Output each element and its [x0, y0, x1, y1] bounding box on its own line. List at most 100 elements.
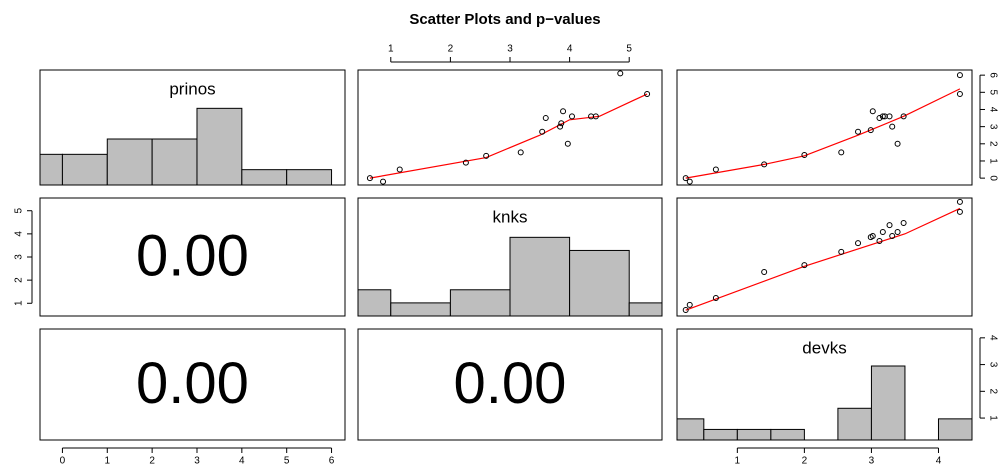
- tick-label: 2: [987, 141, 998, 147]
- panel-frame: [676, 328, 973, 441]
- point: [588, 113, 595, 120]
- tick-label: 3: [987, 124, 998, 130]
- tick-label: 3: [507, 44, 513, 55]
- point: [396, 166, 403, 173]
- point: [686, 178, 693, 185]
- tick-label: 5: [284, 456, 290, 464]
- bar: [449, 289, 511, 317]
- bar: [357, 289, 392, 317]
- point: [483, 152, 490, 159]
- panel-frame: [39, 328, 346, 441]
- p-value: 0.00: [454, 351, 567, 416]
- point: [838, 149, 845, 156]
- panel-frame: [357, 328, 663, 441]
- point: [801, 262, 808, 269]
- bar: [196, 107, 243, 186]
- tick-label: 3: [987, 362, 998, 368]
- point: [557, 123, 564, 130]
- point: [682, 175, 689, 182]
- tick-label: 5: [626, 44, 632, 55]
- tick-label: 1: [388, 44, 394, 55]
- bar: [870, 365, 906, 441]
- panel-label: prinos: [169, 79, 215, 98]
- tick-label: 4: [239, 456, 245, 464]
- tick-label: 1: [735, 456, 741, 464]
- bar: [39, 153, 63, 186]
- panel-frame: [357, 197, 663, 317]
- panel-label: knks: [493, 207, 528, 226]
- bar: [241, 169, 288, 186]
- tick-label: 1: [104, 456, 110, 464]
- bar: [937, 418, 973, 441]
- point: [380, 178, 387, 185]
- point: [712, 166, 719, 173]
- point: [869, 108, 876, 115]
- point: [682, 306, 689, 313]
- point: [568, 113, 575, 120]
- tick-label: 4: [987, 107, 998, 113]
- tick-label: 1: [987, 158, 998, 164]
- p-value: 0.00: [136, 223, 249, 288]
- point: [712, 294, 719, 301]
- bar: [106, 138, 153, 186]
- point: [886, 113, 893, 120]
- tick-label: 3: [14, 254, 25, 260]
- point: [564, 140, 571, 147]
- point: [876, 115, 883, 122]
- point: [462, 159, 469, 166]
- point: [879, 113, 886, 120]
- point: [366, 175, 373, 182]
- point: [876, 238, 883, 245]
- point: [956, 91, 963, 98]
- panel-frame: [39, 69, 346, 186]
- bar: [770, 428, 805, 441]
- chart-title: Scatter Plots and p−values: [409, 11, 600, 28]
- bar: [509, 236, 571, 317]
- point: [855, 128, 862, 135]
- tick-label: 2: [14, 277, 25, 283]
- point: [560, 108, 567, 115]
- panel-frame: [676, 197, 973, 317]
- point: [592, 113, 599, 120]
- point: [855, 240, 862, 247]
- panel-frame: [357, 69, 663, 186]
- point: [838, 248, 845, 255]
- point: [686, 301, 693, 308]
- tick-label: 2: [802, 456, 808, 464]
- tick-label: 5: [14, 208, 25, 214]
- bar: [151, 138, 198, 186]
- point: [956, 208, 963, 215]
- fit-line: [685, 88, 961, 179]
- panel-label: devks: [802, 338, 846, 357]
- point: [889, 232, 896, 239]
- bar: [286, 169, 333, 186]
- tick-label: 0: [987, 175, 998, 181]
- point: [558, 120, 565, 127]
- fit-line: [685, 207, 961, 311]
- point: [900, 219, 907, 226]
- point: [900, 113, 907, 120]
- point: [886, 222, 893, 229]
- tick-label: 3: [869, 456, 875, 464]
- point: [879, 229, 886, 236]
- tick-label: 0: [60, 456, 66, 464]
- point: [869, 232, 876, 239]
- point: [617, 70, 624, 77]
- bar: [61, 153, 108, 186]
- tick-label: 1: [14, 300, 25, 306]
- point: [894, 229, 901, 236]
- point: [894, 140, 901, 147]
- point: [801, 151, 808, 158]
- tick-label: 2: [149, 456, 155, 464]
- bar: [837, 407, 872, 441]
- bar: [628, 302, 663, 317]
- point: [956, 198, 963, 205]
- tick-label: 5: [987, 90, 998, 96]
- bar: [390, 302, 451, 317]
- tick-label: 2: [448, 44, 454, 55]
- bar: [736, 428, 772, 441]
- point: [644, 91, 651, 98]
- point: [956, 72, 963, 79]
- bar: [569, 249, 630, 317]
